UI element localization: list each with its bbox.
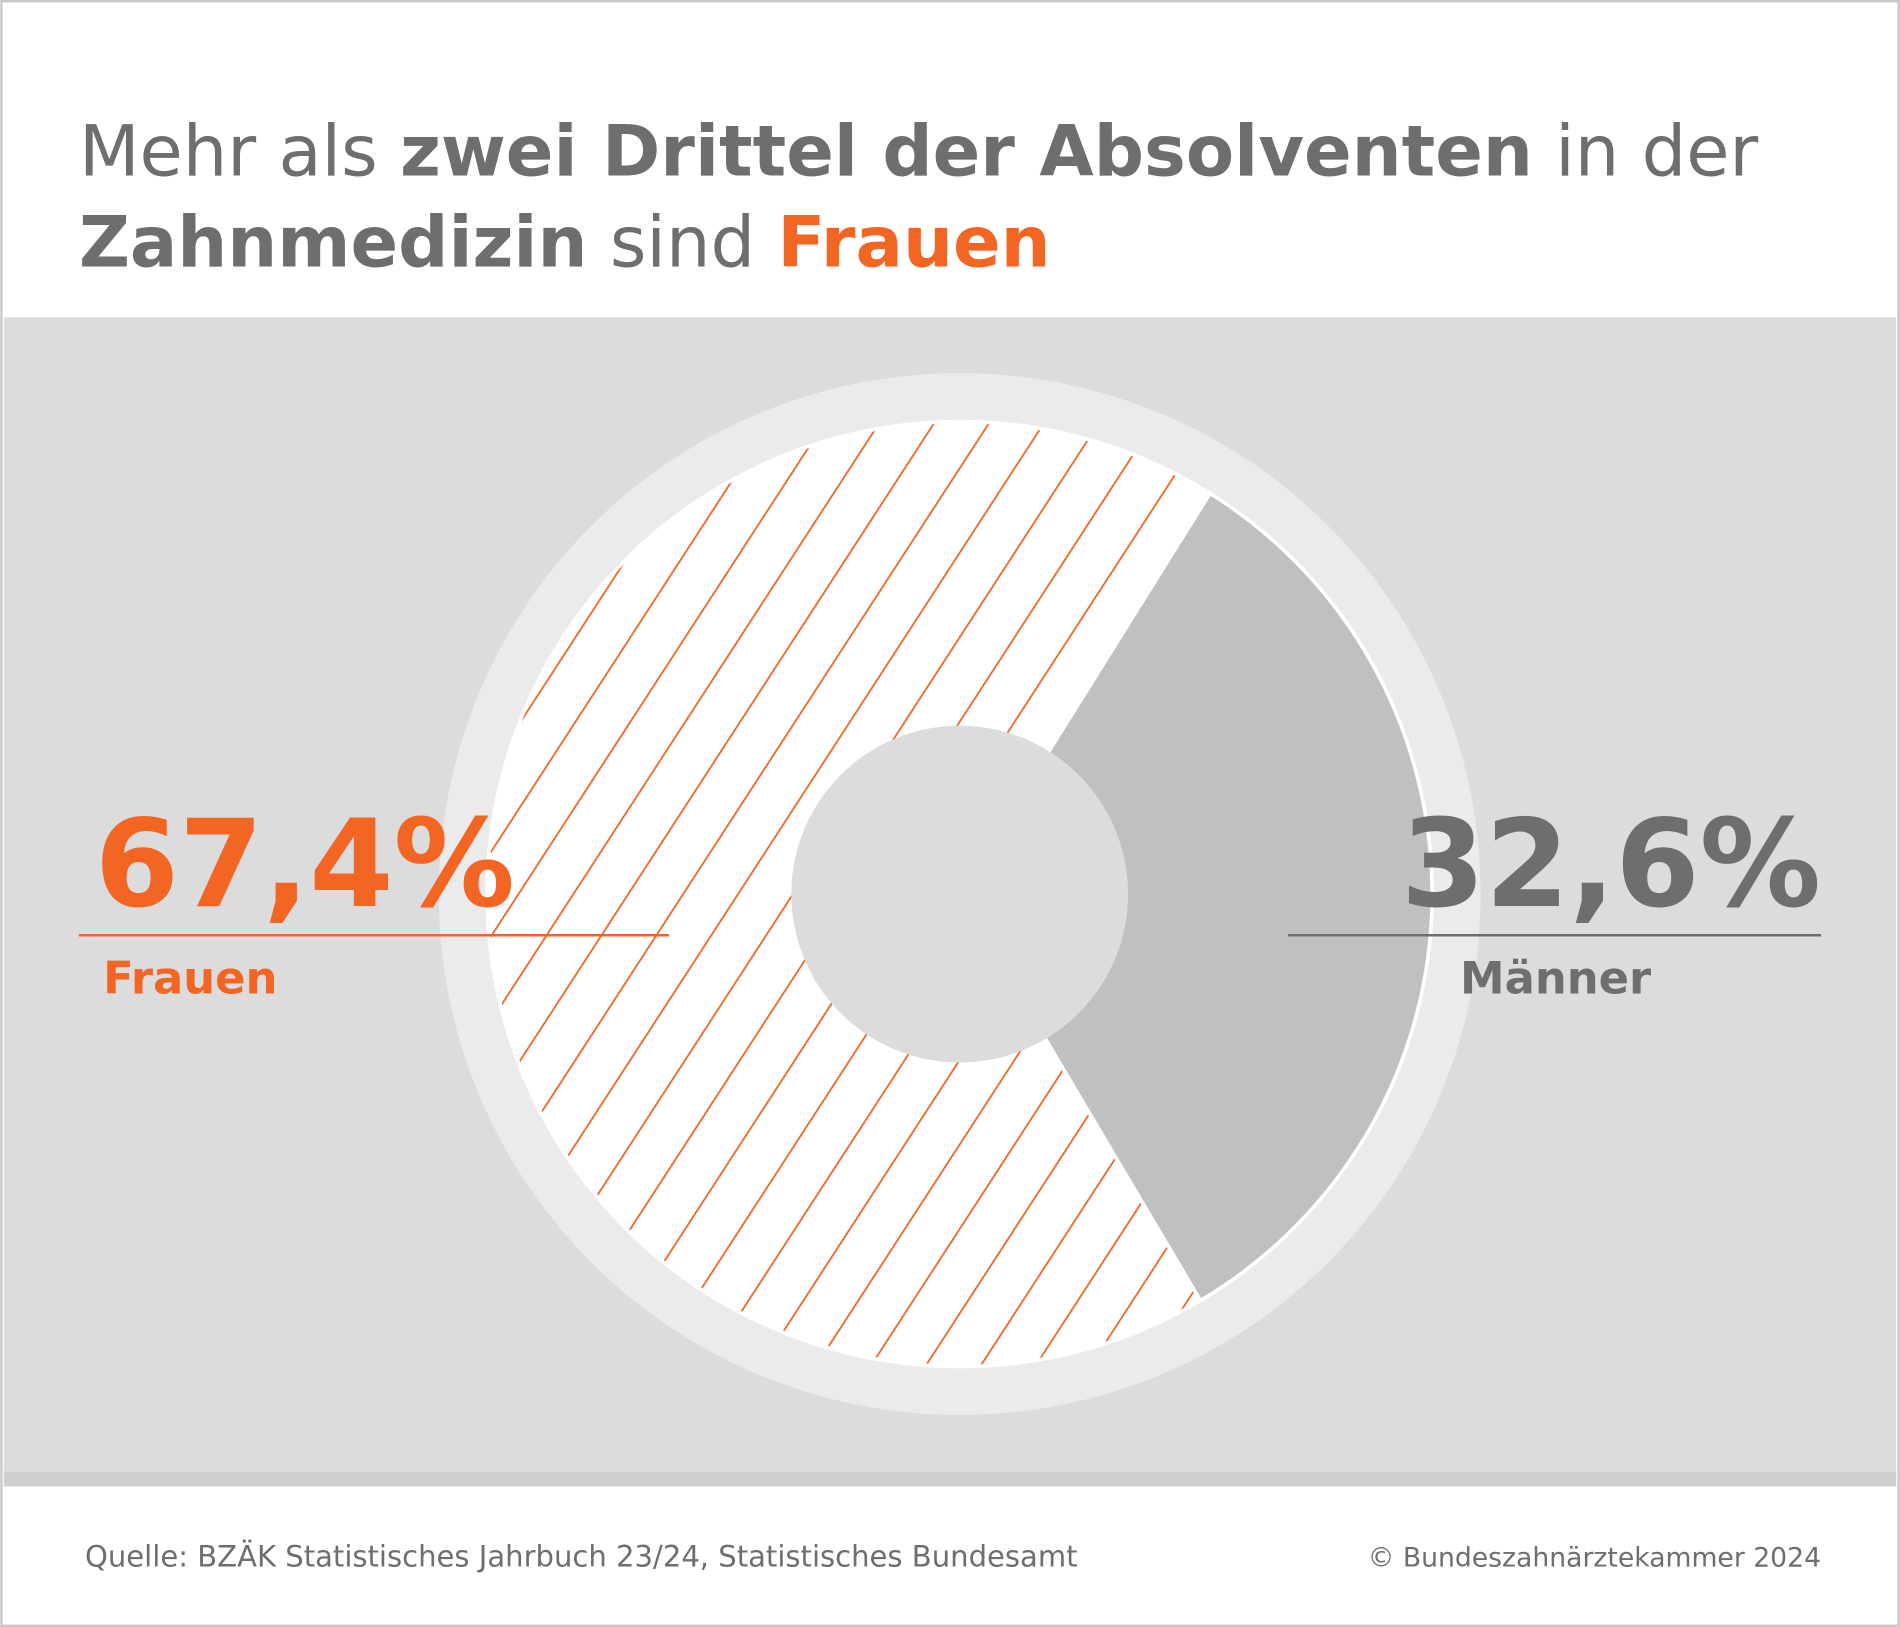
value-label: 67,4% [95, 794, 515, 935]
title-part: sind [588, 202, 778, 284]
donut-hole [791, 725, 1129, 1063]
copyright: © Bundeszahnärztekammer 2024 [1368, 1542, 1821, 1573]
source: Quelle: BZÄK Statistisches Jahrbuch 23/2… [85, 1539, 1078, 1573]
title-part: in der [1533, 111, 1759, 193]
category-label: Männer [1460, 951, 1651, 1004]
slice [957, 490, 1434, 1304]
category-label: Frauen [103, 951, 277, 1004]
title-part: Zahnmedizin [79, 202, 588, 284]
chart-title: Zahnmedizin sind Frauen [79, 202, 1051, 284]
panel-edge [3, 1471, 1897, 1487]
value-label: 32,6% [1401, 794, 1821, 935]
chart-title: Mehr als zwei Drittel der Absolventen in… [79, 111, 1758, 193]
title-part: Mehr als [79, 111, 400, 193]
title-part: Frauen [777, 202, 1050, 284]
title-part: zwei Drittel der Absolventen [400, 111, 1533, 193]
